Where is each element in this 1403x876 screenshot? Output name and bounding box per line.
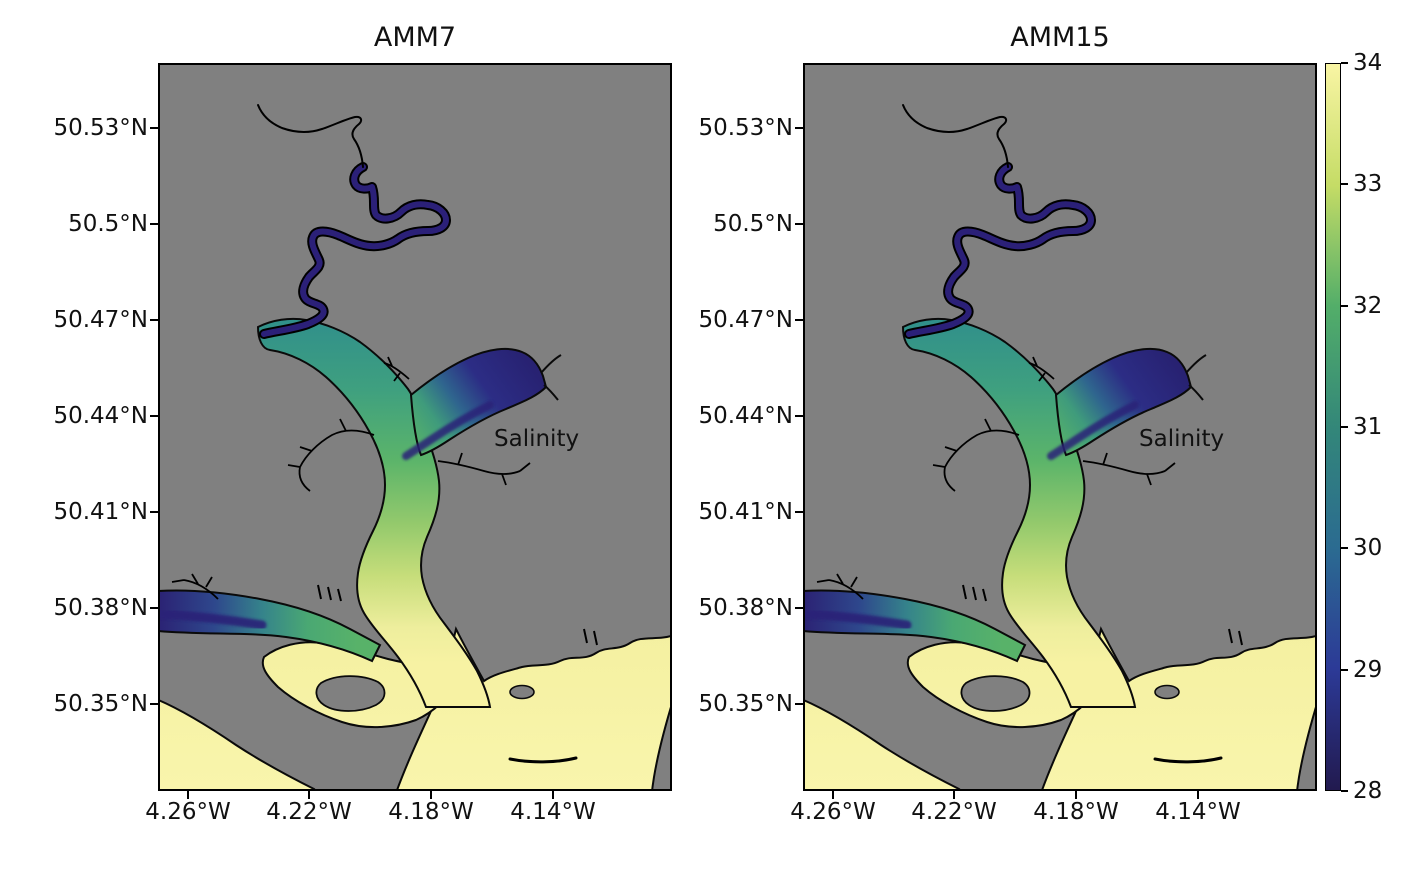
salinity-annotation: Salinity	[1139, 426, 1225, 452]
colorbar-tick-label: 31	[1353, 414, 1383, 440]
x-tick-label: 4.18°W	[388, 799, 474, 825]
y-tick-mark	[150, 511, 158, 513]
y-tick-mark	[150, 223, 158, 225]
x-tick-mark	[832, 791, 834, 799]
y-tick-label: 50.5°N	[713, 211, 793, 237]
y-tick-mark	[795, 511, 803, 513]
x-tick-label: 4.14°W	[510, 799, 596, 825]
x-tick-label: 4.22°W	[266, 799, 352, 825]
x-tick-mark	[430, 791, 432, 799]
y-tick-mark	[795, 607, 803, 609]
colorbar-tick-label: 30	[1353, 535, 1383, 562]
salinity-map-amm15	[803, 63, 1317, 791]
y-tick-mark	[795, 223, 803, 225]
y-tick-mark	[795, 415, 803, 417]
panel-amm15: AMM15 Salinity 50.53°N 50.5°N 50.47°N 50.44…	[698, 22, 1317, 825]
colorbar-tick-mark	[1341, 62, 1348, 64]
colorbar-tick-mark	[1341, 668, 1348, 671]
x-tick-label: 4.26°W	[145, 799, 231, 825]
y-tick-label: 50.47°N	[698, 307, 793, 333]
panel-title: AMM15	[1010, 22, 1110, 53]
y-tick-mark	[150, 415, 158, 417]
y-tick-label: 50.38°N	[698, 595, 793, 621]
x-tick-label: 4.22°W	[911, 799, 997, 825]
colorbar-tick-label: 32	[1353, 292, 1383, 319]
colorbar-tick-mark	[1341, 547, 1348, 550]
x-tick-mark	[953, 791, 955, 799]
x-tick-label: 4.26°W	[790, 799, 876, 825]
y-tick-label: 50.44°N	[53, 403, 148, 429]
panel-amm7: AMM7 Salinity 50.53°N 50.5°N 50.47°N 50.44°…	[53, 22, 672, 825]
x-tick-mark	[1075, 791, 1077, 799]
panel-title: AMM7	[373, 22, 457, 53]
y-tick-label: 50.5°N	[68, 211, 148, 237]
y-tick-label: 50.53°N	[53, 115, 148, 141]
colorbar-tick-label: 33	[1353, 171, 1383, 198]
y-tick-mark	[150, 703, 158, 705]
salinity-map-amm7	[158, 63, 672, 791]
colorbar-tick-mark	[1341, 183, 1348, 186]
colorbar-tick-mark	[1341, 426, 1348, 428]
salinity-annotation: Salinity	[494, 426, 580, 452]
y-tick-label: 50.41°N	[698, 499, 793, 525]
x-tick-mark	[187, 791, 189, 799]
y-tick-mark	[795, 127, 803, 129]
colorbar-tick-mark	[1341, 790, 1348, 792]
colorbar-tick-label: 29	[1353, 656, 1383, 683]
x-tick-mark	[1197, 791, 1199, 799]
y-tick-label: 50.41°N	[53, 499, 148, 525]
y-tick-label: 50.53°N	[698, 115, 793, 141]
y-tick-label: 50.47°N	[53, 307, 148, 333]
y-tick-mark	[795, 703, 803, 705]
y-tick-mark	[150, 127, 158, 129]
x-tick-mark	[308, 791, 310, 799]
y-tick-mark	[150, 319, 158, 321]
colorbar-gradient	[1325, 63, 1341, 791]
y-tick-mark	[150, 607, 158, 609]
y-tick-label: 50.35°N	[698, 691, 793, 717]
y-tick-label: 50.35°N	[53, 691, 148, 717]
x-tick-mark	[552, 791, 554, 799]
x-tick-label: 4.14°W	[1155, 799, 1241, 825]
x-tick-label: 4.18°W	[1033, 799, 1119, 825]
colorbar-tick-label: 34	[1353, 50, 1383, 76]
colorbar: 34 33 32 31 30 29 28	[1325, 50, 1382, 804]
colorbar-tick-label: 28	[1353, 778, 1383, 804]
y-tick-label: 50.44°N	[698, 403, 793, 429]
y-tick-label: 50.38°N	[53, 595, 148, 621]
y-tick-mark	[795, 319, 803, 321]
colorbar-tick-mark	[1341, 304, 1348, 307]
